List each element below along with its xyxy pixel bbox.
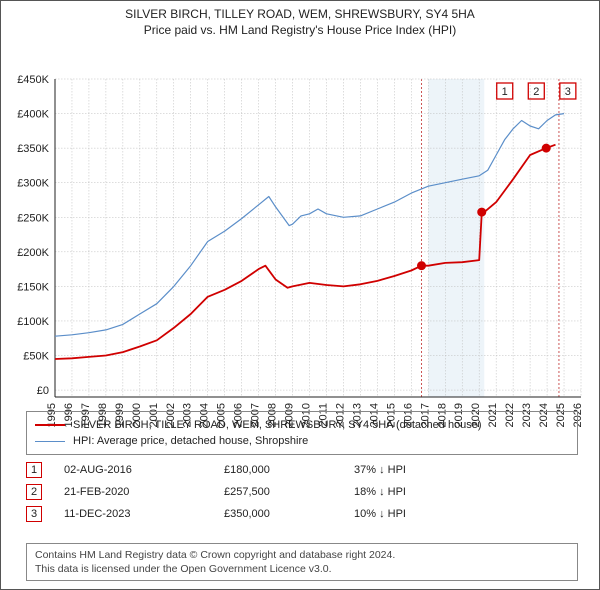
marker-percent: 10% ↓ HPI: [354, 508, 484, 520]
marker-table: 1 02-AUG-2016£180,00037% ↓ HPI 2 21-FEB-202…: [26, 459, 578, 525]
copyright-box: Contains HM Land Registry data © Crown c…: [26, 543, 578, 581]
legend-label: HPI: Average price, detached house, Shro…: [73, 435, 308, 447]
svg-text:£350K: £350K: [17, 143, 49, 155]
marker-row: 3 11-DEC-2023£350,00010% ↓ HPI: [26, 503, 578, 525]
copyright-line2: This data is licensed under the Open Gov…: [35, 562, 569, 576]
legend-swatch: [35, 424, 65, 426]
chart-title-sub: Price paid vs. HM Land Registry's House …: [1, 23, 599, 37]
svg-text:£400K: £400K: [17, 109, 49, 121]
svg-text:3: 3: [565, 86, 571, 98]
marker-row: 1 02-AUG-2016£180,00037% ↓ HPI: [26, 459, 578, 481]
marker-price: £350,000: [224, 508, 354, 520]
marker-price: £180,000: [224, 464, 354, 476]
svg-text:£100K: £100K: [17, 316, 49, 328]
marker-id-box: 2: [26, 484, 42, 500]
marker-id-box: 1: [26, 462, 42, 478]
svg-text:£150K: £150K: [17, 281, 49, 293]
line-chart: £0 £50K £100K £150K £200K £250K £300K £350K £400…: [1, 37, 600, 437]
marker-percent: 18% ↓ HPI: [354, 486, 484, 498]
svg-text:£250K: £250K: [17, 212, 49, 224]
legend-item: SILVER BIRCH, TILLEY ROAD, WEM, SHREWSBU…: [35, 417, 569, 433]
svg-text:£300K: £300K: [17, 178, 49, 190]
legend-label: SILVER BIRCH, TILLEY ROAD, WEM, SHREWSBU…: [73, 419, 482, 431]
svg-text:1: 1: [502, 86, 508, 98]
legend: SILVER BIRCH, TILLEY ROAD, WEM, SHREWSBU…: [26, 411, 578, 455]
chart-title-address: SILVER BIRCH, TILLEY ROAD, WEM, SHREWSBU…: [1, 7, 599, 21]
svg-text:£450K: £450K: [17, 74, 49, 86]
svg-text:£50K: £50K: [23, 351, 49, 363]
marker-date: 21-FEB-2020: [64, 486, 224, 498]
chart-container: SILVER BIRCH, TILLEY ROAD, WEM, SHREWSBU…: [0, 0, 600, 590]
legend-item: HPI: Average price, detached house, Shro…: [35, 433, 569, 449]
marker-percent: 37% ↓ HPI: [354, 464, 484, 476]
marker-row: 2 21-FEB-2020£257,50018% ↓ HPI: [26, 481, 578, 503]
svg-text:£200K: £200K: [17, 247, 49, 259]
legend-swatch: [35, 441, 65, 442]
marker-id-box: 3: [26, 506, 42, 522]
marker-date: 11-DEC-2023: [64, 508, 224, 520]
marker-price: £257,500: [224, 486, 354, 498]
copyright-line1: Contains HM Land Registry data © Crown c…: [35, 548, 569, 562]
svg-text:£0: £0: [37, 385, 49, 397]
svg-text:2: 2: [533, 86, 539, 98]
marker-date: 02-AUG-2016: [64, 464, 224, 476]
